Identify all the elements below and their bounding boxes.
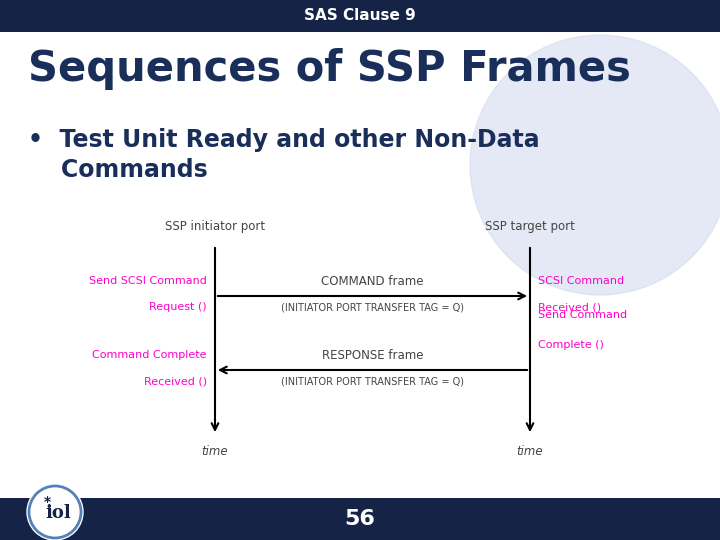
- Text: Sequences of SSP Frames: Sequences of SSP Frames: [28, 48, 631, 90]
- Text: Command Complete: Command Complete: [92, 350, 207, 360]
- Text: *: *: [43, 495, 50, 509]
- Text: COMMAND frame: COMMAND frame: [321, 275, 424, 288]
- Text: Received (): Received (): [144, 376, 207, 386]
- Text: SSP initiator port: SSP initiator port: [165, 220, 265, 233]
- Text: Send Command: Send Command: [538, 310, 627, 320]
- Text: 56: 56: [345, 509, 375, 529]
- Text: SAS Clause 9: SAS Clause 9: [304, 9, 416, 24]
- Text: RESPONSE frame: RESPONSE frame: [322, 349, 423, 362]
- Text: •  Test Unit Ready and other Non-Data: • Test Unit Ready and other Non-Data: [28, 128, 539, 152]
- Text: (INITIATOR PORT TRANSFER TAG = Q): (INITIATOR PORT TRANSFER TAG = Q): [281, 377, 464, 387]
- Text: Received (): Received (): [538, 302, 601, 312]
- Text: Complete (): Complete (): [538, 340, 604, 350]
- Text: Send SCSI Command: Send SCSI Command: [89, 276, 207, 286]
- Bar: [0, 498, 720, 540]
- Text: Commands: Commands: [28, 158, 208, 182]
- Text: iol: iol: [45, 504, 71, 522]
- Text: (INITIATOR PORT TRANSFER TAG = Q): (INITIATOR PORT TRANSFER TAG = Q): [281, 303, 464, 313]
- Text: SCSI Command: SCSI Command: [538, 276, 624, 286]
- Text: time: time: [202, 445, 228, 458]
- Text: SSP target port: SSP target port: [485, 220, 575, 233]
- Text: Request (): Request (): [149, 302, 207, 312]
- Circle shape: [27, 484, 83, 540]
- Bar: [0, 0, 720, 32]
- Circle shape: [470, 35, 720, 295]
- Text: time: time: [517, 445, 544, 458]
